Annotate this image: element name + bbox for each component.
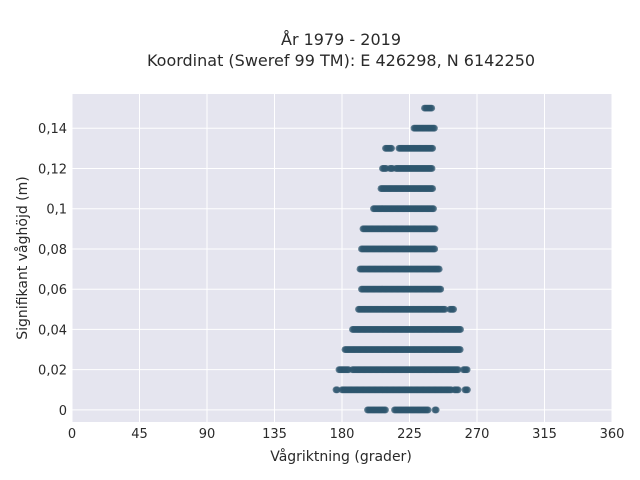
data-point [454, 386, 462, 394]
data-point [431, 225, 439, 233]
x-tick-label: 315 [532, 427, 557, 442]
data-point [429, 185, 436, 192]
y-axis-label: Signifikant våghöjd (m) [14, 176, 31, 339]
data-point [333, 386, 341, 394]
x-axis-ticks: 0 45 90 135 180 225 270 315 360 [68, 427, 625, 442]
x-axis-label: Vågriktning (grader) [270, 448, 412, 465]
x-tick-label: 45 [131, 427, 148, 442]
chart-title-line2: Koordinat (Sweref 99 TM): E 426298, N 61… [147, 51, 535, 70]
x-tick-label: 135 [262, 427, 287, 442]
data-point [428, 104, 436, 112]
chart-title-line1: År 1979 - 2019 [281, 30, 401, 49]
x-tick-label: 0 [68, 427, 76, 442]
data-point [431, 124, 438, 132]
y-tick-label: 0 [59, 404, 67, 419]
y-tick-label: 0,14 [38, 122, 67, 137]
data-point [454, 366, 462, 374]
x-tick-label: 90 [199, 427, 216, 442]
y-tick-label: 0,02 [38, 364, 67, 379]
y-tick-label: 0,06 [38, 283, 67, 298]
data-points [332, 104, 471, 414]
data-point [428, 165, 436, 172]
x-tick-label: 225 [397, 427, 422, 442]
data-point [435, 265, 443, 273]
x-tick-label: 360 [600, 427, 625, 442]
x-tick-label: 270 [465, 427, 490, 442]
data-point [430, 205, 437, 213]
data-point [388, 144, 395, 152]
data-point [437, 285, 445, 293]
x-tick-label: 180 [330, 427, 355, 442]
data-point [441, 305, 449, 313]
data-point [464, 386, 471, 394]
data-point [463, 366, 471, 374]
data-point [457, 326, 464, 333]
data-point [450, 305, 457, 313]
data-point [424, 406, 432, 414]
y-tick-label: 0,04 [38, 323, 67, 338]
y-tick-label: 0,08 [38, 243, 67, 258]
y-tick-label: 0,1 [46, 203, 67, 218]
data-point [456, 346, 464, 353]
y-tick-label: 0,12 [38, 162, 67, 177]
data-point [382, 406, 389, 414]
data-point [431, 245, 439, 253]
y-axis-ticks: 0 0,02 0,04 0,06 0,08 0,1 0,12 0,14 [38, 122, 67, 419]
data-point [429, 144, 436, 152]
data-point [432, 406, 440, 414]
